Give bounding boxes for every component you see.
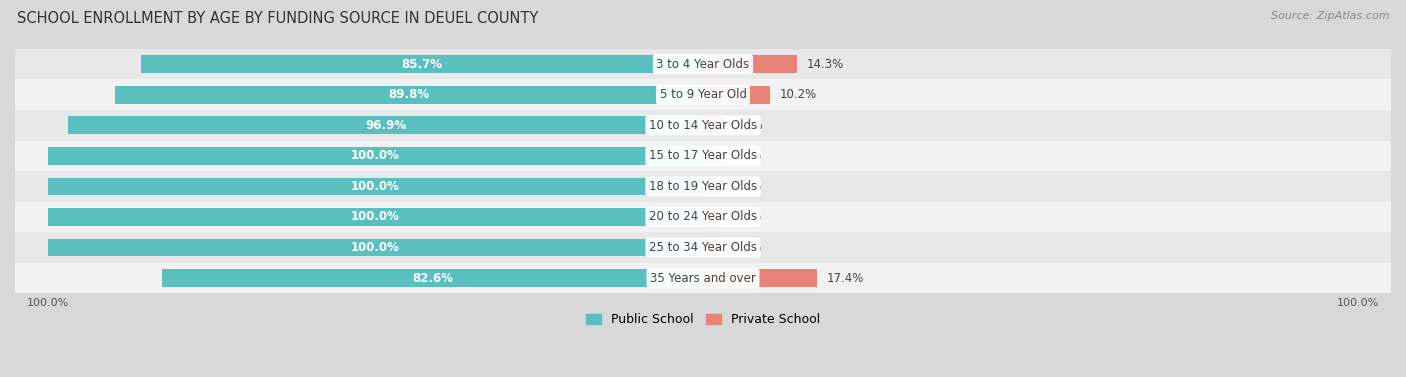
Bar (142, 55, 703, 73)
Bar (48, 208, 703, 226)
Bar (162, 269, 703, 287)
Text: 89.8%: 89.8% (388, 88, 429, 101)
Text: 85.7%: 85.7% (402, 58, 443, 71)
Text: 3 to 4 Year Olds: 3 to 4 Year Olds (657, 58, 749, 71)
Text: 17.4%: 17.4% (827, 271, 865, 285)
Text: 0.0%: 0.0% (733, 180, 762, 193)
FancyBboxPatch shape (15, 49, 1391, 80)
Bar (67, 116, 703, 134)
Legend: Public School, Private School: Public School, Private School (581, 308, 825, 331)
Bar (703, 86, 770, 104)
Bar (703, 178, 723, 195)
FancyBboxPatch shape (15, 80, 1391, 110)
Bar (48, 147, 703, 165)
Text: 100.0%: 100.0% (352, 180, 399, 193)
FancyBboxPatch shape (15, 110, 1391, 141)
Text: 0.0%: 0.0% (733, 149, 762, 162)
Bar (703, 269, 817, 287)
Bar (703, 116, 723, 134)
FancyBboxPatch shape (15, 171, 1391, 202)
FancyBboxPatch shape (15, 141, 1391, 171)
Text: 100.0%: 100.0% (352, 210, 399, 224)
FancyBboxPatch shape (15, 202, 1391, 232)
Text: 15 to 17 Year Olds: 15 to 17 Year Olds (650, 149, 756, 162)
Text: 35 Years and over: 35 Years and over (650, 271, 756, 285)
Bar (703, 239, 723, 256)
Text: 25 to 34 Year Olds: 25 to 34 Year Olds (650, 241, 756, 254)
Text: 100.0%: 100.0% (352, 241, 399, 254)
FancyBboxPatch shape (15, 263, 1391, 293)
Bar (115, 86, 703, 104)
FancyBboxPatch shape (15, 232, 1391, 263)
Bar (703, 55, 797, 73)
Text: 10.2%: 10.2% (780, 88, 817, 101)
Bar (703, 208, 723, 226)
Bar (48, 178, 703, 195)
Text: SCHOOL ENROLLMENT BY AGE BY FUNDING SOURCE IN DEUEL COUNTY: SCHOOL ENROLLMENT BY AGE BY FUNDING SOUR… (17, 11, 538, 26)
Text: 100.0%: 100.0% (352, 149, 399, 162)
Text: 18 to 19 Year Olds: 18 to 19 Year Olds (650, 180, 756, 193)
Text: 10 to 14 Year Olds: 10 to 14 Year Olds (650, 119, 756, 132)
Text: 0.0%: 0.0% (733, 241, 762, 254)
Bar (48, 239, 703, 256)
Text: 5 to 9 Year Old: 5 to 9 Year Old (659, 88, 747, 101)
Text: 20 to 24 Year Olds: 20 to 24 Year Olds (650, 210, 756, 224)
Bar (703, 147, 723, 165)
Text: Source: ZipAtlas.com: Source: ZipAtlas.com (1271, 11, 1389, 21)
Text: 14.3%: 14.3% (807, 58, 844, 71)
Text: 0.0%: 0.0% (733, 210, 762, 224)
Text: 3.1%: 3.1% (733, 119, 763, 132)
Text: 96.9%: 96.9% (366, 119, 406, 132)
Text: 82.6%: 82.6% (412, 271, 453, 285)
